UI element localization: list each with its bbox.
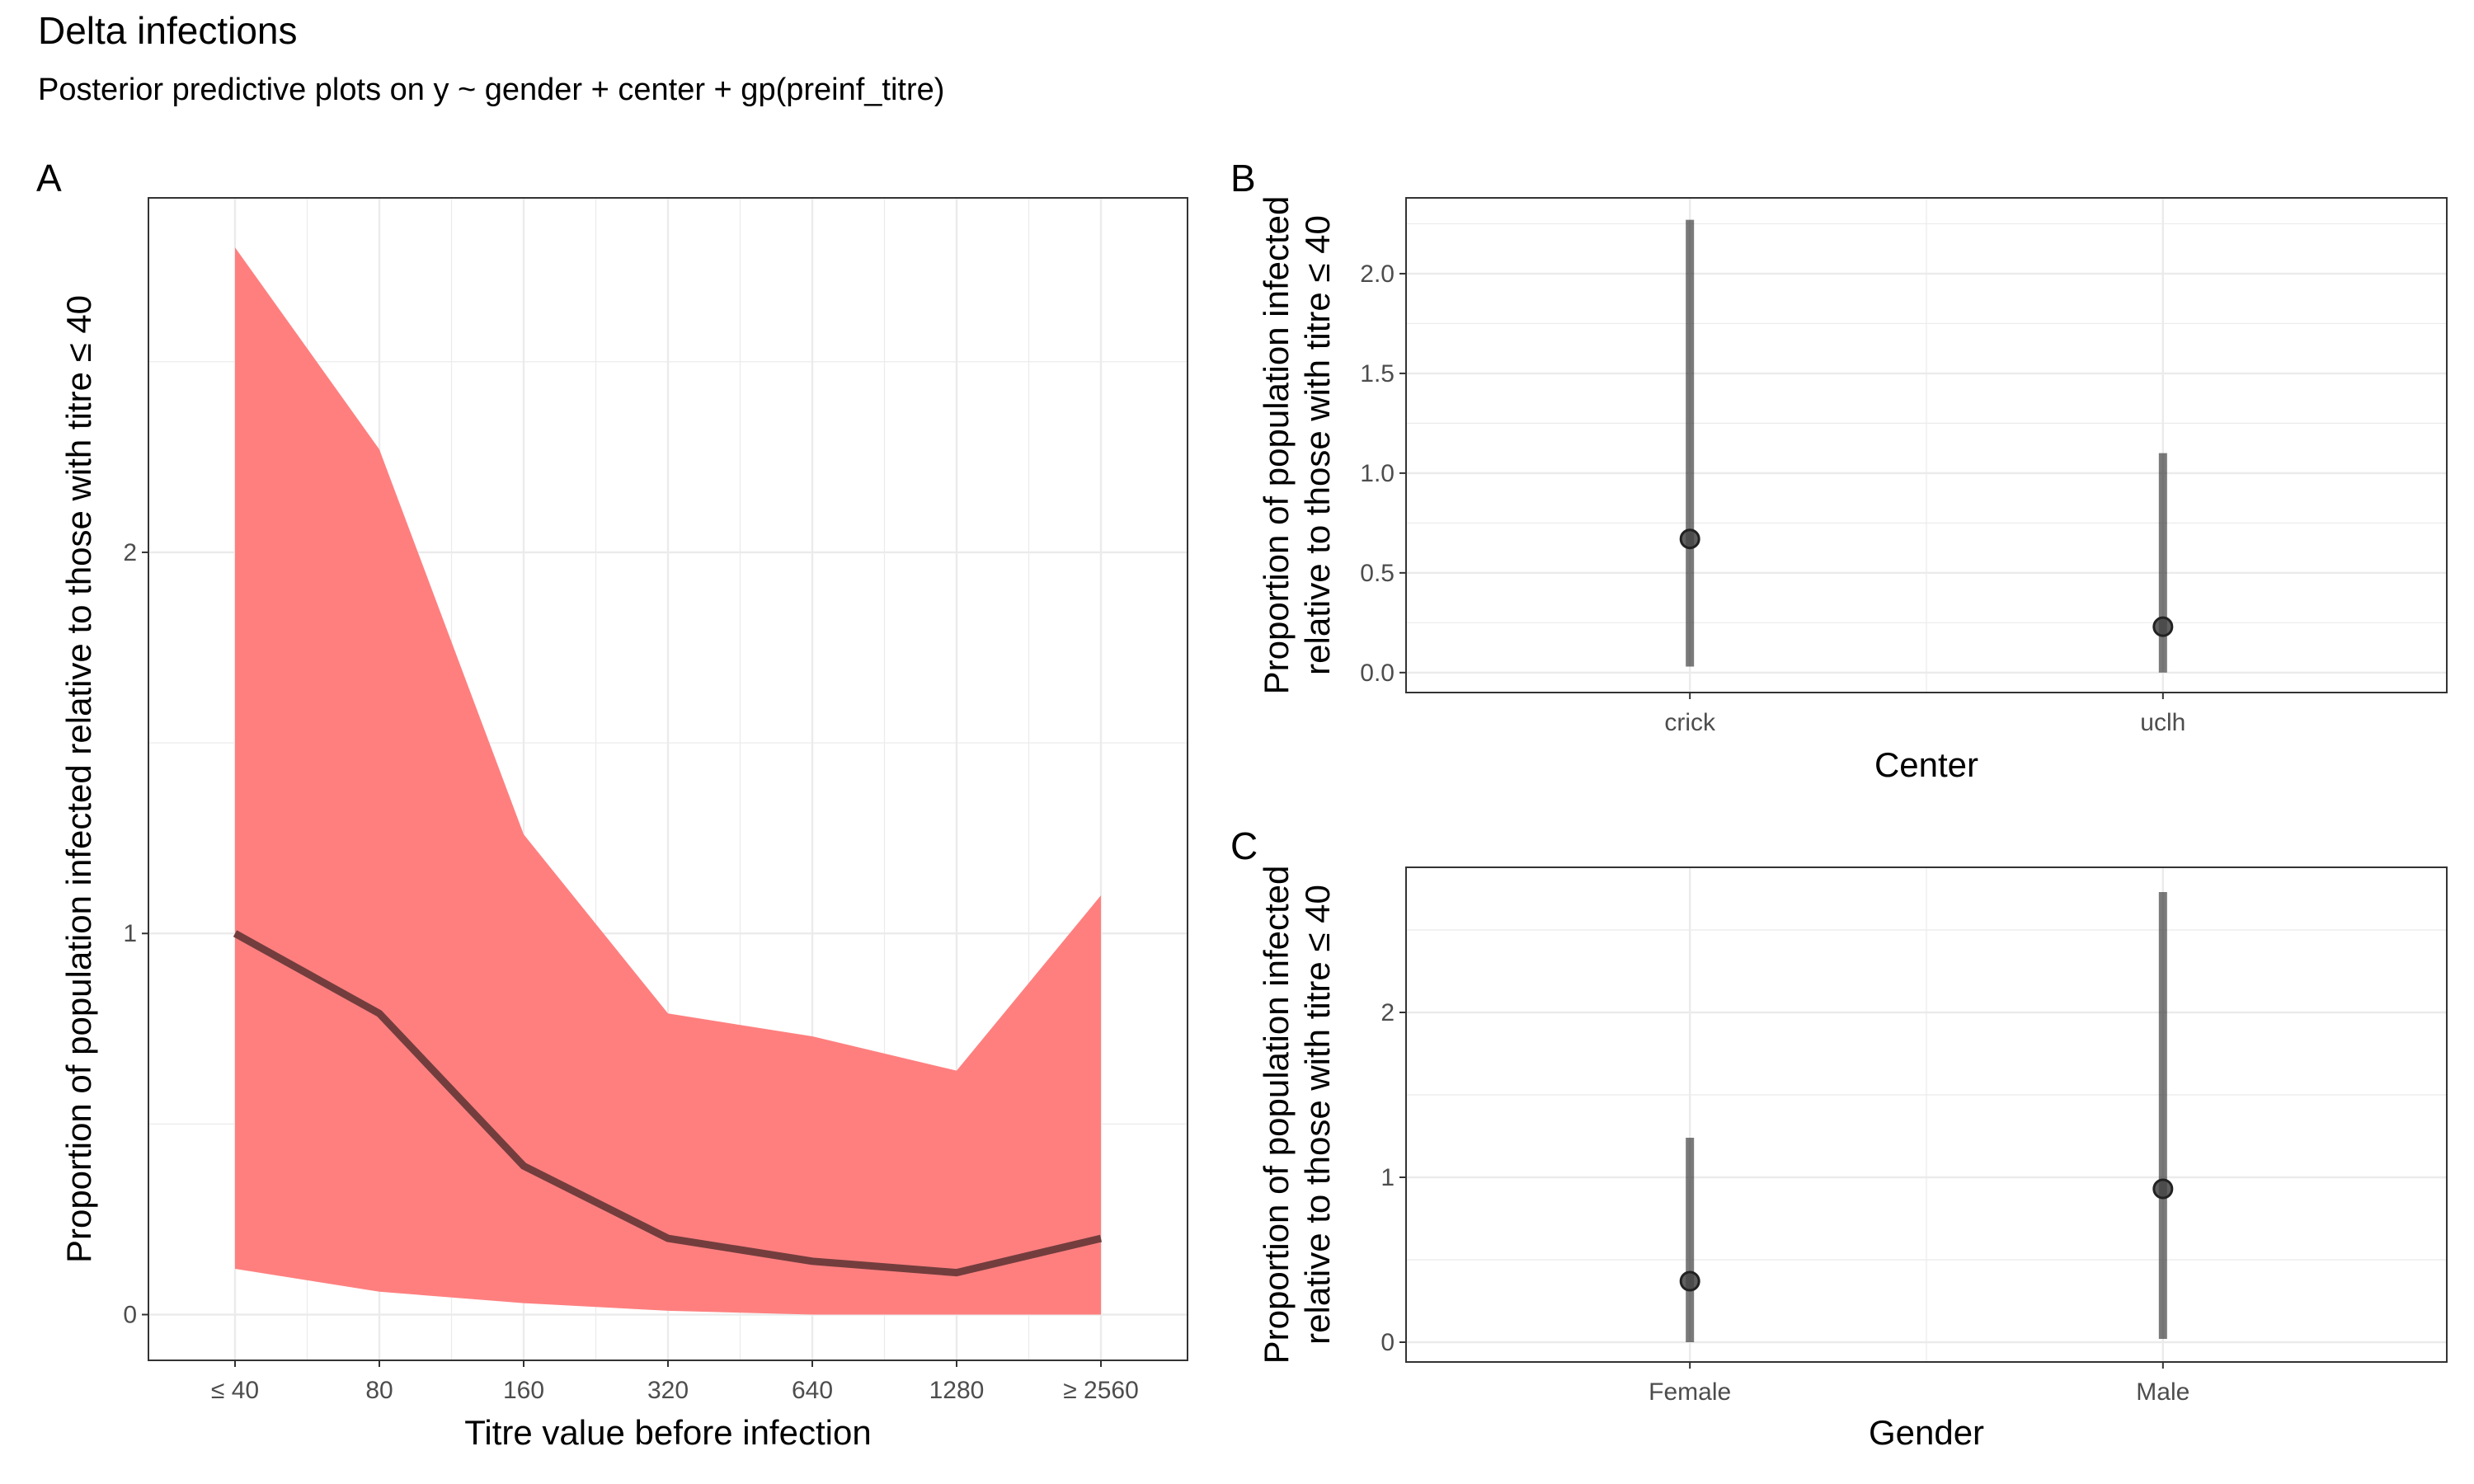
- panel-c-gridlines: [1406, 867, 2447, 1362]
- x-tick-label: 80: [365, 1377, 393, 1404]
- panel-c: C 0 1 2 Female Male Gender Proportion of po…: [1230, 824, 2448, 1452]
- panel-c-x-ticks: Female Male: [1649, 1362, 2189, 1406]
- x-tick-label: 1280: [929, 1377, 985, 1404]
- panel-b: B 0.0 0.5 1.0 1.5 2.0 crick uclh Center Propo…: [1230, 157, 2448, 784]
- panel-b-x-axis-title: Center: [1874, 745, 1978, 784]
- y-tick-label: 0.0: [1360, 660, 1395, 687]
- panel-b-y-axis-title-line-1: Proportion of population infected: [1257, 196, 1296, 695]
- y-tick-label: 2.0: [1360, 261, 1395, 288]
- x-tick-label: ≥ 2560: [1063, 1377, 1139, 1404]
- panel-b-y-axis-title-line-2: relative to those with titre ≤ 40: [1298, 215, 1337, 675]
- x-tick-label: ≤ 40: [211, 1377, 259, 1404]
- panel-a-tag: A: [36, 157, 62, 200]
- y-tick-label: 2: [123, 539, 137, 566]
- point-estimate-uclh: [2152, 616, 2174, 637]
- figure-subtitle: Posterior predictive plots on y ~ gender…: [38, 73, 945, 107]
- point-estimate-crick: [1679, 528, 1700, 550]
- panel-c-y-ticks: 0 1 2: [1380, 999, 1406, 1356]
- panel-c-tag: C: [1230, 824, 1258, 867]
- panel-b-gridlines: [1406, 198, 2447, 693]
- x-tick-label: crick: [1664, 709, 1716, 736]
- x-tick-label: Female: [1649, 1378, 1731, 1406]
- panel-b-marks: [1679, 219, 2174, 673]
- point-estimate-Female: [1679, 1270, 1700, 1292]
- y-tick-label: 0: [1380, 1329, 1395, 1356]
- x-tick-label: 160: [503, 1377, 544, 1404]
- y-tick-label: 1: [123, 920, 137, 947]
- figure-title: Delta infections: [38, 9, 298, 52]
- y-tick-label: 0.5: [1360, 560, 1395, 587]
- median-line: [233, 930, 1103, 1277]
- panel-a-y-axis-title: Proportion of population infected relati…: [59, 295, 98, 1263]
- panel-b-y-ticks: 0.0 0.5 1.0 1.5 2.0: [1360, 261, 1406, 687]
- panel-b-tag: B: [1230, 157, 1256, 200]
- panel-a: A 0 1 2 ≤ 40 80 160 320 640 1280 ≥ 2560 Titre va…: [36, 157, 1188, 1452]
- x-tick-label: Male: [2136, 1378, 2189, 1406]
- panel-c-border: [1405, 866, 2448, 1363]
- panel-a-x-ticks: ≤ 40 80 160 320 640 1280 ≥ 2560: [211, 1360, 1139, 1404]
- panel-a-marks: [233, 247, 1103, 1315]
- panel-c-y-axis-title-line-1: Proportion of population infected: [1257, 866, 1296, 1364]
- panel-c-x-axis-title: Gender: [1869, 1413, 1984, 1452]
- y-tick-label: 1: [1380, 1164, 1395, 1191]
- point-estimate-Male: [2152, 1178, 2174, 1200]
- y-tick-label: 2: [1380, 999, 1395, 1026]
- x-tick-label: 640: [792, 1377, 833, 1404]
- x-tick-label: 320: [647, 1377, 689, 1404]
- y-tick-label: 1.0: [1360, 460, 1395, 487]
- panel-b-border: [1405, 197, 2448, 693]
- y-tick-label: 1.5: [1360, 360, 1395, 387]
- y-tick-label: 0: [123, 1302, 137, 1329]
- panel-a-x-axis-title: Titre value before infection: [464, 1413, 871, 1452]
- x-tick-label: uclh: [2140, 709, 2185, 736]
- panel-a-y-ticks: 0 1 2: [123, 539, 148, 1329]
- credible-interval-ribbon: [235, 247, 1101, 1315]
- panel-c-marks: [1679, 892, 2174, 1342]
- panel-b-x-ticks: crick uclh: [1664, 693, 2185, 736]
- panel-c-y-axis-title-line-2: relative to those with titre ≤ 40: [1298, 885, 1337, 1345]
